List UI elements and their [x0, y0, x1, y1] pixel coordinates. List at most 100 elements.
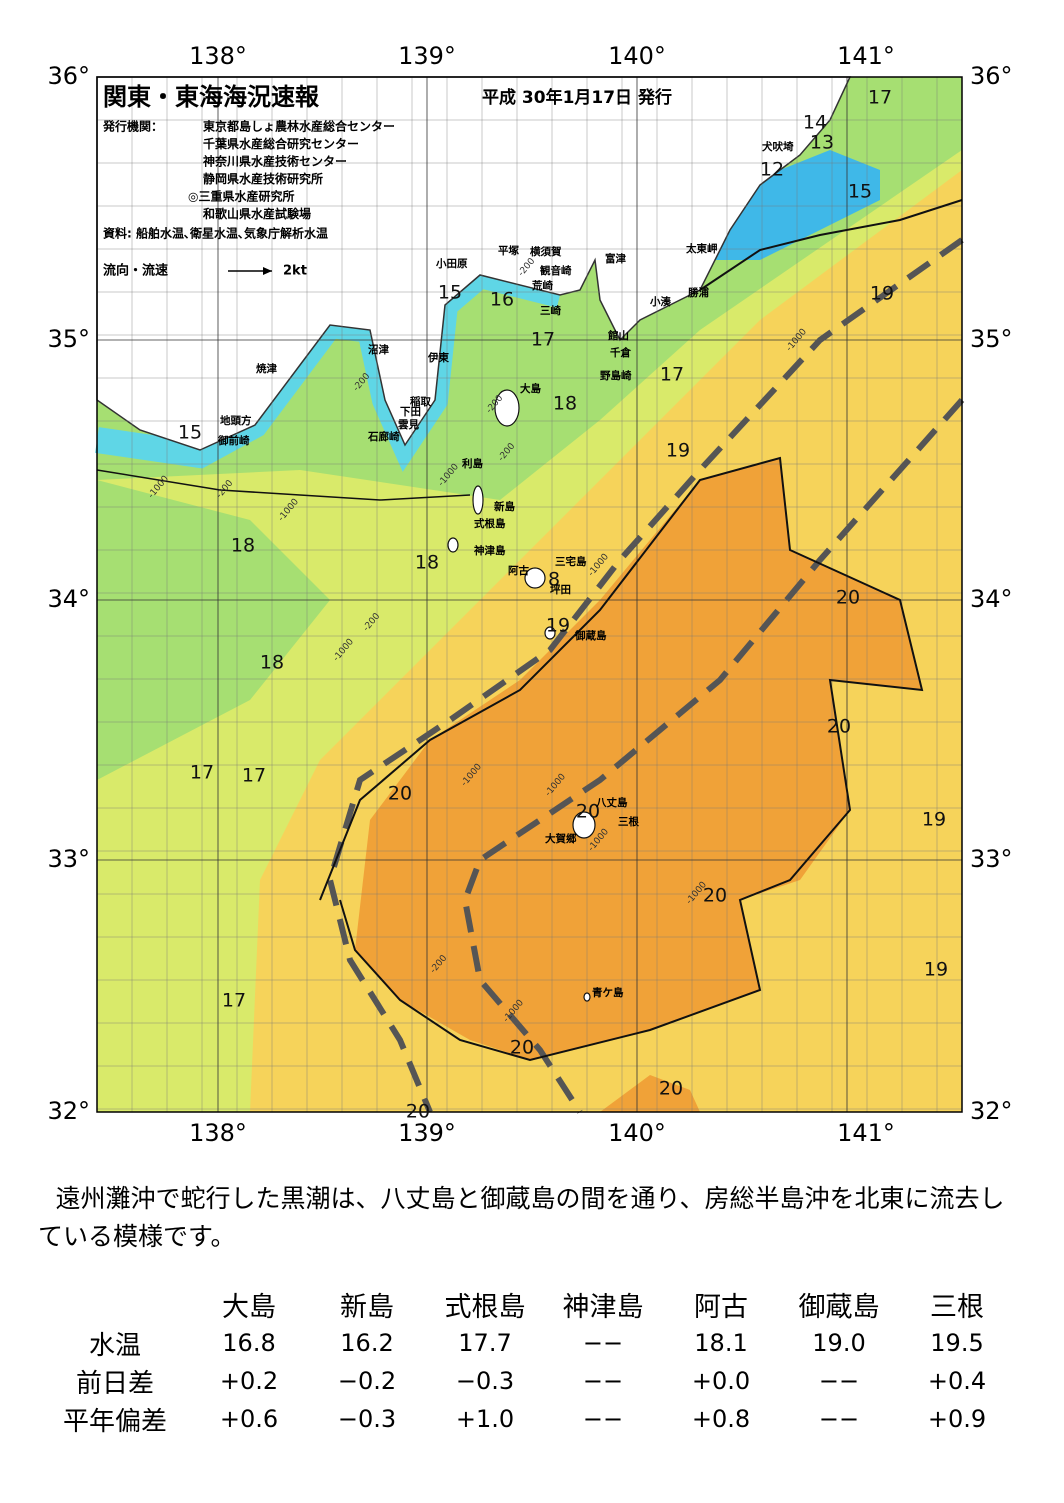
place-name: 太東岬: [685, 242, 718, 255]
contour-label: 17: [190, 762, 214, 784]
lon-label: 138°: [189, 1119, 247, 1147]
agency: 東京都島しょ農林水産総合センター: [203, 119, 395, 134]
cell: 19.0: [812, 1329, 866, 1357]
sources: 資料: 船舶水温､衛星水温､気象庁解析水温: [103, 226, 328, 241]
place-name: 神津島: [474, 544, 506, 557]
title: 関東・東海海況速報: [103, 83, 320, 111]
contour-label: 14: [803, 112, 827, 134]
cell: −−: [582, 1367, 624, 1395]
contour-label: 15: [848, 181, 872, 203]
lon-label: 138°: [189, 42, 247, 70]
place-name: 大賀郷: [545, 832, 577, 845]
lon-label: 141°: [837, 1119, 895, 1147]
corner: [40, 1285, 190, 1324]
lon-label: 139°: [398, 42, 456, 70]
place-name: 野島崎: [600, 369, 632, 382]
agency: 和歌山県水産試験場: [202, 206, 311, 221]
contour-label: 19: [546, 615, 570, 637]
lat-label: 32°: [47, 1097, 90, 1125]
sea-blue: [700, 150, 880, 260]
agency: 静岡県水産技術研究所: [203, 171, 323, 186]
contour-15: [699, 199, 963, 291]
lon-label: 141°: [837, 42, 895, 70]
cell: −−: [582, 1405, 624, 1433]
column-header: 三根: [930, 1292, 984, 1323]
cell: +0.4: [927, 1367, 987, 1395]
contour-label: 17: [531, 329, 555, 351]
place-name: 八丈島: [595, 796, 628, 809]
place-name: 横須賀: [530, 245, 562, 258]
cell: +0.8: [691, 1405, 751, 1433]
place-name: 利島: [462, 457, 483, 470]
cell: 19.5: [930, 1329, 984, 1357]
lat-label: 33°: [47, 845, 90, 873]
place-name: 焼津: [256, 362, 277, 375]
cell: +0.9: [927, 1405, 987, 1433]
contour-label: 18: [415, 552, 439, 574]
lat-label: 32°: [970, 1097, 1013, 1125]
description: 遠州灘沖で蛇行した黒潮は、八丈島と御蔵島の間を通り、房総半島沖を北東に流去してい…: [38, 1184, 1005, 1251]
contour-label: 20: [576, 801, 600, 823]
table-row: 水温 16.8 16.2 17.7 −− 18.1 19.0 19.5: [40, 1324, 1016, 1362]
island: [524, 567, 546, 589]
row-label: 水温: [88, 1330, 141, 1361]
contour-label: 17: [242, 765, 266, 787]
legend-arrow-head: [263, 267, 272, 275]
contour-label: 17: [660, 364, 684, 386]
place-name: 坪田: [550, 583, 571, 596]
place-name: 阿古: [508, 564, 529, 577]
cell: −−: [818, 1367, 860, 1395]
cell: 16.2: [340, 1329, 394, 1357]
contour-label: 13: [810, 132, 834, 154]
place-name: 勝浦: [688, 286, 709, 299]
agency: ◎三重県水産研究所: [188, 189, 294, 204]
cell: +0.2: [219, 1367, 279, 1395]
table-row: 前日差 +0.2 −0.2 −0.3 −− +0.0 −− +0.4: [40, 1362, 1016, 1400]
contour-17: [96, 469, 471, 501]
cell: −−: [582, 1329, 624, 1357]
column-header: 御蔵島: [798, 1292, 880, 1323]
place-name: 沼津: [368, 343, 389, 356]
column-header: 阿古: [694, 1292, 748, 1323]
contour-label: 17: [868, 87, 892, 109]
place-name: 荒崎: [531, 279, 553, 292]
cell: +0.0: [691, 1367, 751, 1395]
contour-label: 20: [836, 587, 860, 609]
lon-label: 140°: [608, 42, 666, 70]
place-name: 千倉: [610, 346, 631, 359]
contour-label: 18: [260, 652, 284, 674]
sea-orange: [355, 458, 922, 1060]
land: [96, 76, 852, 451]
contour-label: 18: [553, 393, 577, 415]
cell: 16.8: [222, 1329, 276, 1357]
agency: 神奈川県水産技術センター: [203, 154, 347, 169]
cell: +1.0: [455, 1405, 515, 1433]
legend-scale: 2kt: [283, 264, 307, 279]
lat-label: 34°: [970, 585, 1013, 613]
place-name: 地頭方: [220, 414, 252, 427]
lon-label: 139°: [398, 1119, 456, 1147]
contour-label: 19: [924, 959, 948, 981]
place-name: 犬吠埼: [761, 140, 794, 153]
kuroshio-axis: [326, 237, 964, 1114]
cell: −−: [818, 1405, 860, 1433]
place-name: 下田: [400, 406, 421, 418]
lon-label: 140°: [608, 1119, 666, 1147]
place-name: 大島: [520, 382, 541, 395]
contour-label: 16: [490, 289, 514, 311]
kuroshio-axis: [461, 398, 965, 1114]
place-name: 新島: [494, 500, 515, 513]
contour-label: 12: [760, 159, 784, 181]
contour-20: [319, 456, 924, 1062]
place-name: 小湊: [649, 295, 671, 308]
place-name: 三崎: [540, 304, 561, 317]
column-header: 式根島: [444, 1292, 526, 1323]
place-name: 雲見: [398, 419, 419, 431]
table-row: 平年偏差 +0.6 −0.3 +1.0 −− +0.8 −− +0.9: [40, 1400, 1016, 1438]
cell: −0.2: [337, 1367, 397, 1395]
lat-label: 36°: [47, 62, 90, 90]
date: 平成 30年1月17日 発行: [482, 87, 672, 108]
contour-label: 19: [666, 440, 690, 462]
place-name: 式根島: [474, 517, 506, 530]
